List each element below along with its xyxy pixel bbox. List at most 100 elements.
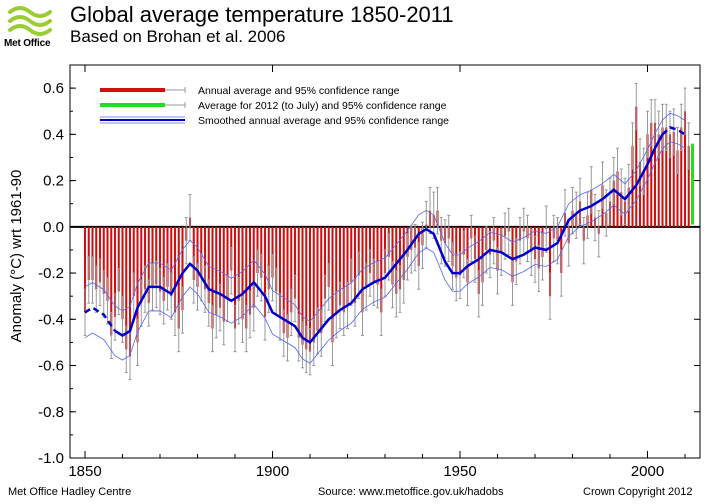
annual-bar: [95, 226, 98, 290]
annual-bar: [271, 226, 274, 278]
annual-bar: [458, 226, 462, 276]
annual-bar: [616, 171, 619, 227]
annual-bar: [301, 226, 304, 345]
annual-bar: [668, 134, 672, 227]
annual-bar: [143, 226, 147, 290]
annual-bar: [260, 226, 263, 278]
smoothed-line-dashed-start: [84, 306, 117, 332]
annual-bar: [293, 226, 297, 299]
annual-bar: [290, 226, 293, 313]
annual-bar: [170, 226, 173, 297]
annual-bar: [237, 226, 240, 301]
annual-bar: [372, 226, 375, 283]
annual-bar: [635, 106, 638, 227]
y-tick-label: 0.4: [43, 126, 64, 143]
x-tick-label: 1850: [68, 463, 101, 480]
annual-bar: [353, 226, 357, 304]
annual-bar: [121, 226, 124, 320]
y-tick-label: -0.2: [38, 265, 64, 282]
annual-bar: [162, 226, 165, 301]
y-tick-label: -1.0: [38, 450, 64, 467]
y-tick-label: 0.2: [43, 173, 64, 190]
annual-bar: [140, 226, 143, 304]
annual-bar: [113, 226, 117, 317]
y-axis-label: Anomaly (°C) wrt 1961-90: [8, 170, 25, 343]
annual-bar: [676, 150, 679, 227]
annual-bar: [151, 226, 154, 287]
annual-bar: [91, 226, 94, 280]
y-tick-label: -0.4: [38, 311, 64, 328]
annual-bar: [248, 226, 252, 315]
annual-bar: [665, 127, 668, 227]
annual-bar: [657, 134, 660, 227]
annual-bar: [211, 226, 214, 329]
annual-bar: [297, 226, 300, 338]
legend-entry: Average for 2012 (to July) and 95% confi…: [198, 100, 447, 112]
footer-source-url: Source: www.metoffice.gov.uk/hadobs: [318, 486, 504, 498]
annual-bar: [282, 226, 285, 334]
smoothed-lower-bound: [84, 141, 686, 364]
annual-bar: [125, 226, 128, 350]
annual-bar: [102, 226, 105, 294]
annual-bar: [218, 226, 222, 308]
annual-bar: [158, 226, 162, 292]
legend: Annual average and 95% confidence range A…: [100, 85, 449, 127]
annual-bar: [207, 226, 210, 304]
x-tick-label: 1950: [443, 463, 476, 480]
y-tick-label: -0.6: [38, 358, 64, 375]
annual-bar: [680, 127, 683, 227]
annual-bar: [132, 226, 135, 297]
annual-bar: [110, 226, 113, 336]
smoothed-layer: [84, 112, 686, 364]
annual-bar: [173, 226, 177, 313]
annual-bar: [87, 226, 90, 280]
annual-bar: [305, 226, 308, 350]
axes-layer: -1.0 -0.8 -0.6 -0.4 -0.2 0.0 0.2 0.4 0.6 1850 1900…: [38, 64, 700, 480]
annual-bar: [391, 226, 394, 285]
annual-bar: [241, 226, 244, 320]
annual-bar: [638, 162, 642, 227]
annual-bar: [350, 226, 353, 283]
annual-bar: [215, 226, 218, 315]
annual-bar: [155, 226, 158, 285]
annual-bar: [203, 226, 207, 290]
annual-bar: [233, 226, 237, 329]
annual-bar: [226, 226, 229, 299]
annual-bar: [147, 226, 150, 304]
annual-bar: [166, 226, 169, 287]
page-title: Global average temperature 1850-2011: [70, 2, 454, 27]
smoothed-line-dashed-end: [661, 125, 686, 136]
annual-bar: [338, 226, 342, 306]
annual-bar: [117, 226, 120, 292]
annual-bar: [192, 226, 195, 280]
annual-bar: [380, 226, 383, 313]
annual-bar: [263, 226, 267, 317]
annual-bar: [312, 226, 315, 343]
annual-bar: [672, 132, 675, 227]
annual-bar: [316, 226, 319, 331]
annual-bar: [98, 226, 102, 283]
met-office-logo: [6, 4, 62, 52]
annual-bar: [650, 122, 653, 227]
annual-bar: [342, 226, 345, 313]
annual-bar: [327, 226, 330, 287]
annual-bar: [320, 226, 323, 334]
annual-bar: [222, 226, 225, 322]
annual-bar: [196, 226, 199, 287]
annual-bar: [653, 122, 657, 227]
annual-bar: [646, 134, 649, 227]
legend-entry: Annual average and 95% confidence range: [198, 85, 400, 97]
annual-bar: [331, 226, 334, 343]
annual-bar: [308, 226, 312, 352]
annual-bar: [683, 111, 687, 227]
annual-bar: [128, 226, 132, 357]
smoothed-line: [114, 133, 664, 345]
annual-bar: [395, 226, 398, 294]
met-office-logo-waves-icon: [8, 6, 52, 36]
annual-bar: [181, 226, 184, 311]
annual-bar: [346, 226, 349, 306]
annual-bar: [252, 226, 255, 308]
y-tick-label: 0.0: [43, 219, 64, 236]
annual-bar: [245, 226, 248, 329]
footer-copyright: Crown Copyright 2012: [583, 486, 693, 498]
